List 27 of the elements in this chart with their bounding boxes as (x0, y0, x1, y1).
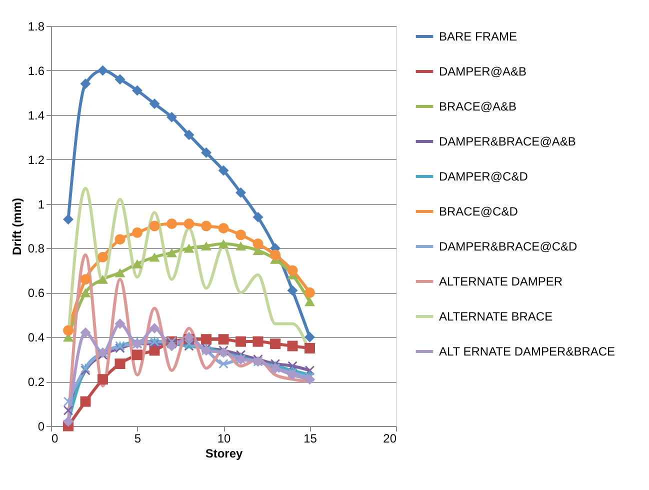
y-tick-label: 1 (38, 197, 45, 212)
y-tick-label: 0.2 (28, 375, 45, 390)
x-axis-title: Storey (205, 446, 243, 460)
legend-label: BARE FRAME (439, 30, 518, 44)
y-tick-label: 0.6 (28, 286, 45, 300)
legend-label: ALT ERNATE DAMPER&BRACE (439, 344, 616, 358)
x-tick-label: 15 (304, 432, 318, 446)
legend-label: DAMPER@A&B (439, 64, 527, 78)
y-tick-label: 0 (38, 420, 45, 434)
y-tick-label: 1.4 (28, 108, 45, 122)
legend-label: BRACE@A&B (439, 100, 517, 114)
x-tick-label: 5 (134, 432, 142, 446)
y-tick-label: 0.4 (28, 330, 45, 345)
y-axis-title: Drift (mm) (10, 198, 24, 256)
x-tick-label: 20 (383, 432, 397, 446)
y-tick-label: 0.8 (28, 242, 45, 256)
legend-label: BRACE@C&D (439, 204, 518, 218)
x-tick-label: 10 (217, 432, 231, 446)
legend-label: DAMPER@C&D (439, 170, 528, 184)
y-tick-label: 1.2 (28, 152, 45, 167)
x-tick-label: 0 (52, 432, 58, 446)
legend-label: ALTERNATE DAMPER (439, 274, 563, 288)
legend-label: DAMPER&BRACE@C&D (439, 240, 578, 254)
y-tick-label: 1.6 (28, 64, 45, 78)
y-tick-label: 1.8 (28, 20, 45, 34)
legend-label: ALTERNATE BRACE (439, 310, 553, 324)
legend-label: DAMPER&BRACE@A&B (439, 134, 576, 148)
